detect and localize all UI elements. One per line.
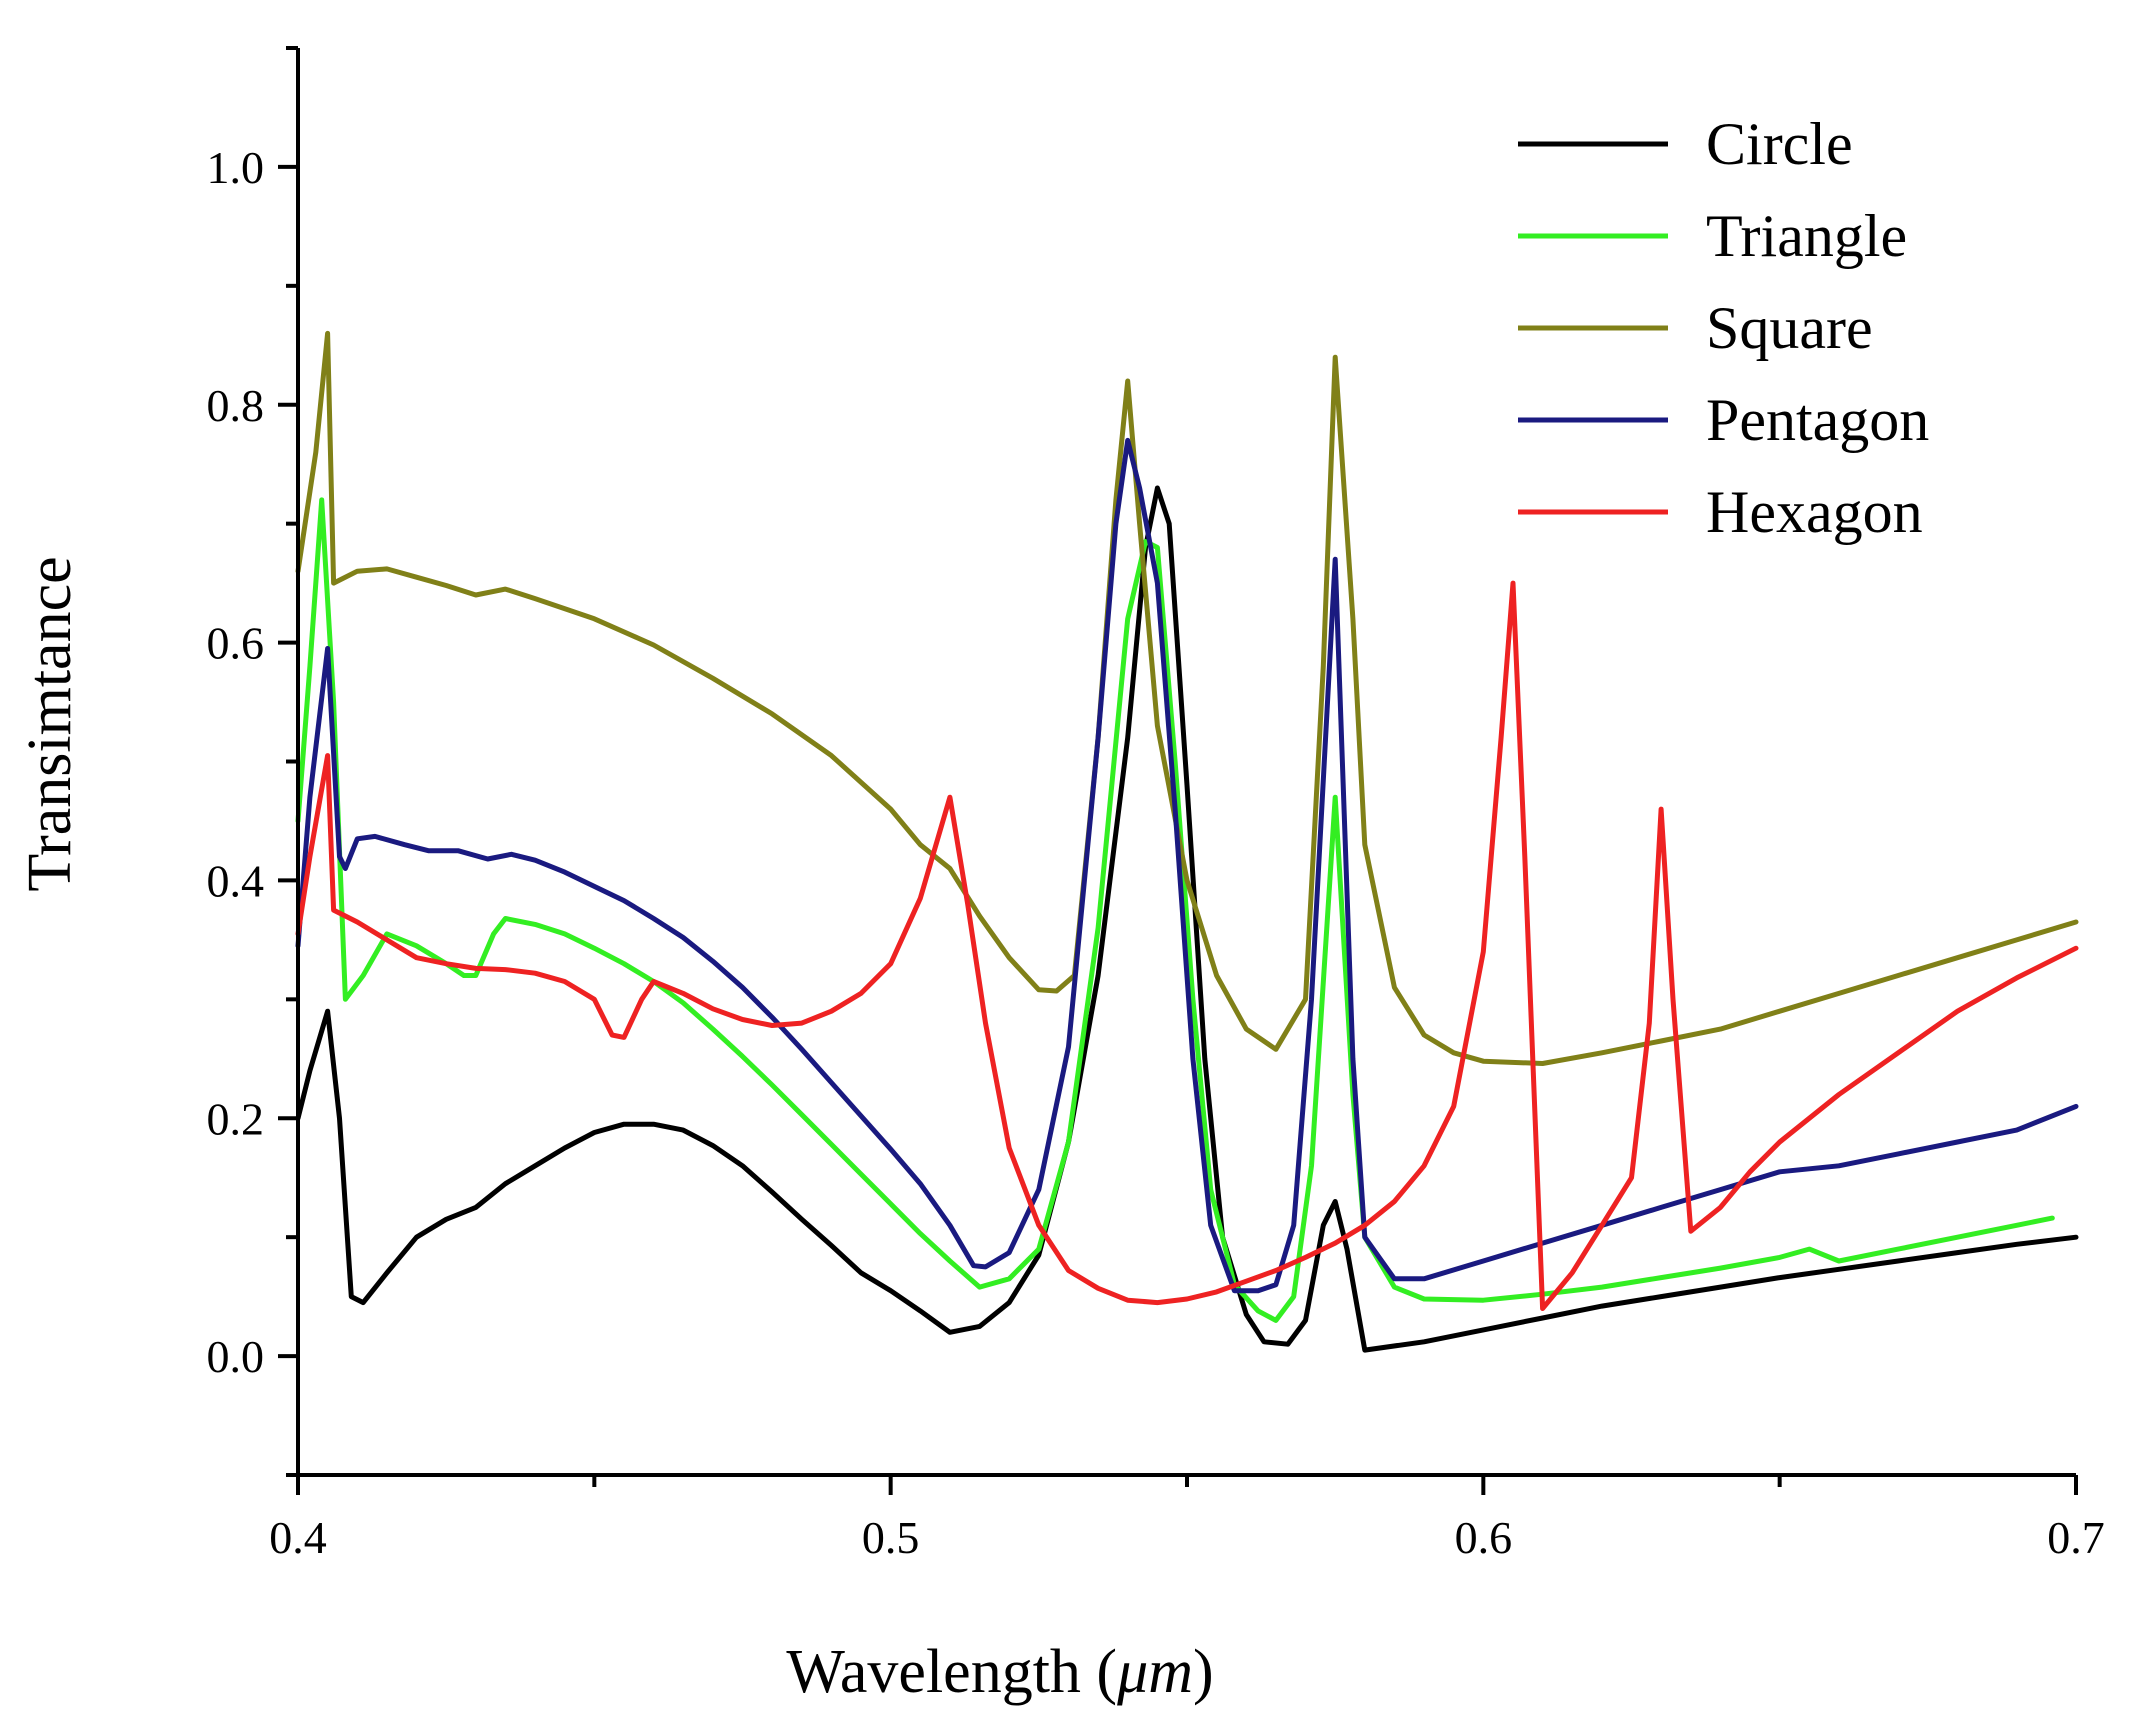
legend-item-circle: Circle — [1518, 111, 1853, 177]
legend-label: Pentagon — [1706, 387, 1929, 453]
legend-label: Square — [1706, 295, 1873, 361]
legend-label: Circle — [1706, 111, 1853, 177]
x-axis-title-main: Wavelength ( — [786, 1638, 1117, 1706]
legend-label: Triangle — [1706, 203, 1907, 269]
x-tick-label: 0.4 — [269, 1512, 327, 1563]
legend: Circle Triangle Square Pentagon Hexagon — [1518, 111, 1929, 545]
y-tick-label: 0.8 — [207, 380, 265, 431]
legend-item-triangle: Triangle — [1518, 203, 1907, 269]
y-tick-label: 0.4 — [207, 855, 265, 906]
series-line-pentagon — [295, 437, 2079, 1294]
legend-label: Hexagon — [1706, 479, 1923, 545]
series-line-square — [295, 330, 2079, 1066]
y-tick-label: 0.6 — [207, 618, 265, 669]
legend-item-square: Square — [1518, 295, 1873, 361]
x-axis-title-close: ) — [1193, 1638, 1214, 1706]
y-tick-label: 1.0 — [207, 142, 265, 193]
axis-layer: 0.4 0.5 0.6 0.7 0.0 0.2 0.4 0.6 0.8 1.0 — [207, 46, 2105, 1563]
series-layer — [295, 330, 2079, 1353]
x-axis-title-unit: μm — [1116, 1638, 1193, 1706]
y-axis-title: Transimtance — [16, 556, 84, 891]
series-line-hexagon — [295, 580, 2079, 1311]
legend-item-hexagon: Hexagon — [1518, 479, 1923, 545]
legend-item-pentagon: Pentagon — [1518, 387, 1929, 453]
y-tick-label: 0.0 — [207, 1331, 265, 1382]
x-tick-label: 0.5 — [862, 1512, 920, 1563]
x-tick-label: 0.6 — [1455, 1512, 1513, 1563]
x-axis-title: Wavelength (μm) — [786, 1638, 1213, 1706]
y-tick-label: 0.2 — [207, 1093, 265, 1144]
x-tick-label: 0.7 — [2047, 1512, 2105, 1563]
